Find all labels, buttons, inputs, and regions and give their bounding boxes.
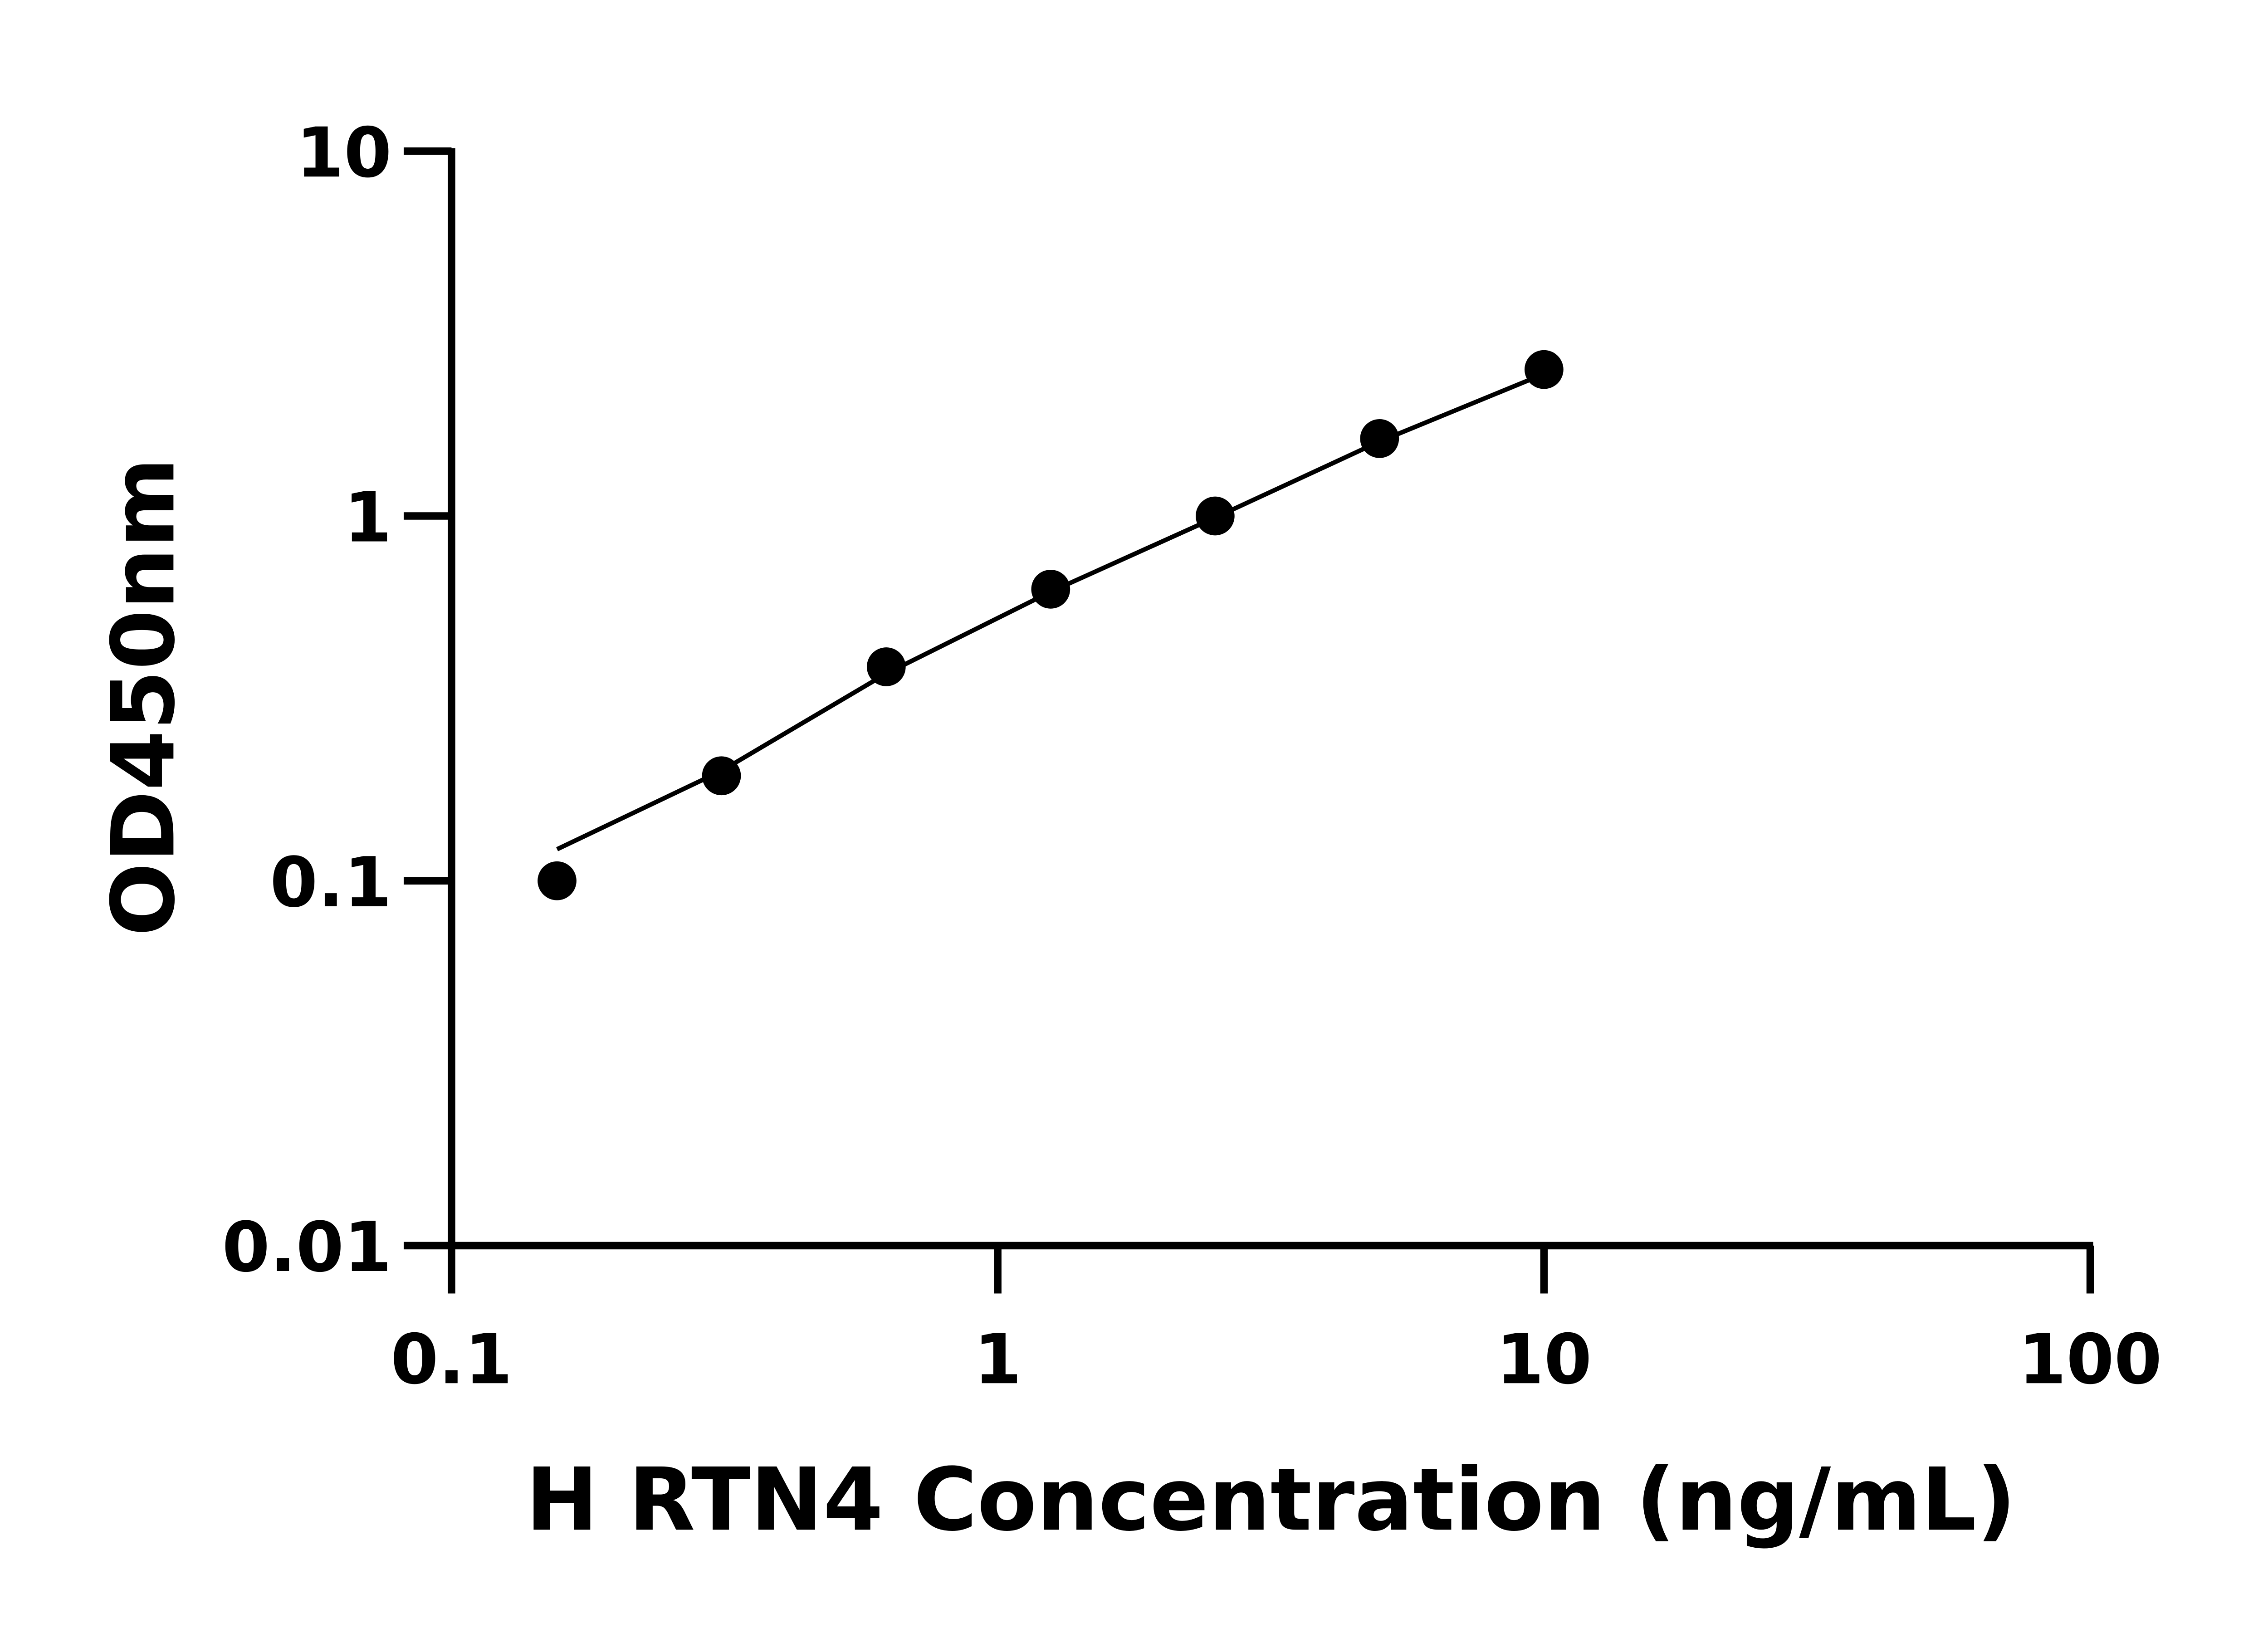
y-tick-label: 0.1	[270, 842, 392, 923]
data-point	[1524, 350, 1564, 389]
data-point	[1031, 570, 1070, 609]
data-point	[1195, 496, 1235, 536]
x-tick-label: 100	[2019, 1319, 2162, 1399]
data-point	[538, 861, 577, 900]
y-tick-label: 1	[344, 478, 391, 558]
y-axis-label: OD450nm	[93, 458, 194, 936]
data-points	[538, 350, 1564, 900]
data-point	[866, 647, 906, 686]
y-tick-label: 10	[296, 112, 392, 193]
data-point	[1360, 419, 1399, 458]
x-tick-label: 10	[1496, 1319, 1592, 1399]
x-axis-label: H RTN4 Concentration (ng/mL)	[526, 1450, 2016, 1550]
x-tick-label: 0.1	[391, 1319, 513, 1399]
y-tick-label: 0.01	[222, 1207, 392, 1287]
x-tick-label: 1	[974, 1319, 1022, 1399]
axes: 0.01 0.1 1 10 0.1 1 10 100	[222, 112, 2162, 1399]
data-point	[702, 756, 741, 796]
